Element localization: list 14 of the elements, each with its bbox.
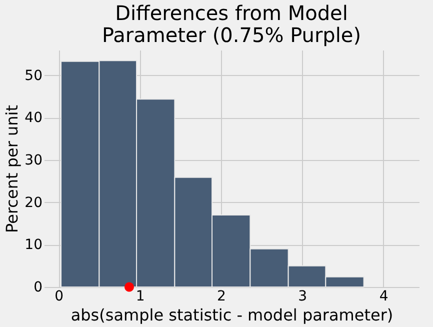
y-tick-label: 50 [24, 68, 42, 84]
y-tick-label: 30 [24, 152, 42, 169]
x-tick-label: 0 [54, 288, 64, 304]
x-tick-label: 2 [216, 288, 226, 304]
text: Parameter (0.75% Purple) [102, 23, 362, 47]
text: Differences from Model [115, 1, 348, 25]
x-tick-label: 1 [136, 288, 145, 304]
y-tick-label: 10 [24, 237, 42, 254]
x-tick-label: 3 [298, 288, 308, 304]
y-tick-label: 40 [24, 110, 42, 126]
x-axis-title: abs(sample statistic - model parameter) [70, 306, 394, 324]
y-axis-title: Percent per unit [2, 105, 22, 233]
y-tick-label: 20 [24, 194, 42, 211]
x-tick-label: 4 [379, 288, 388, 304]
